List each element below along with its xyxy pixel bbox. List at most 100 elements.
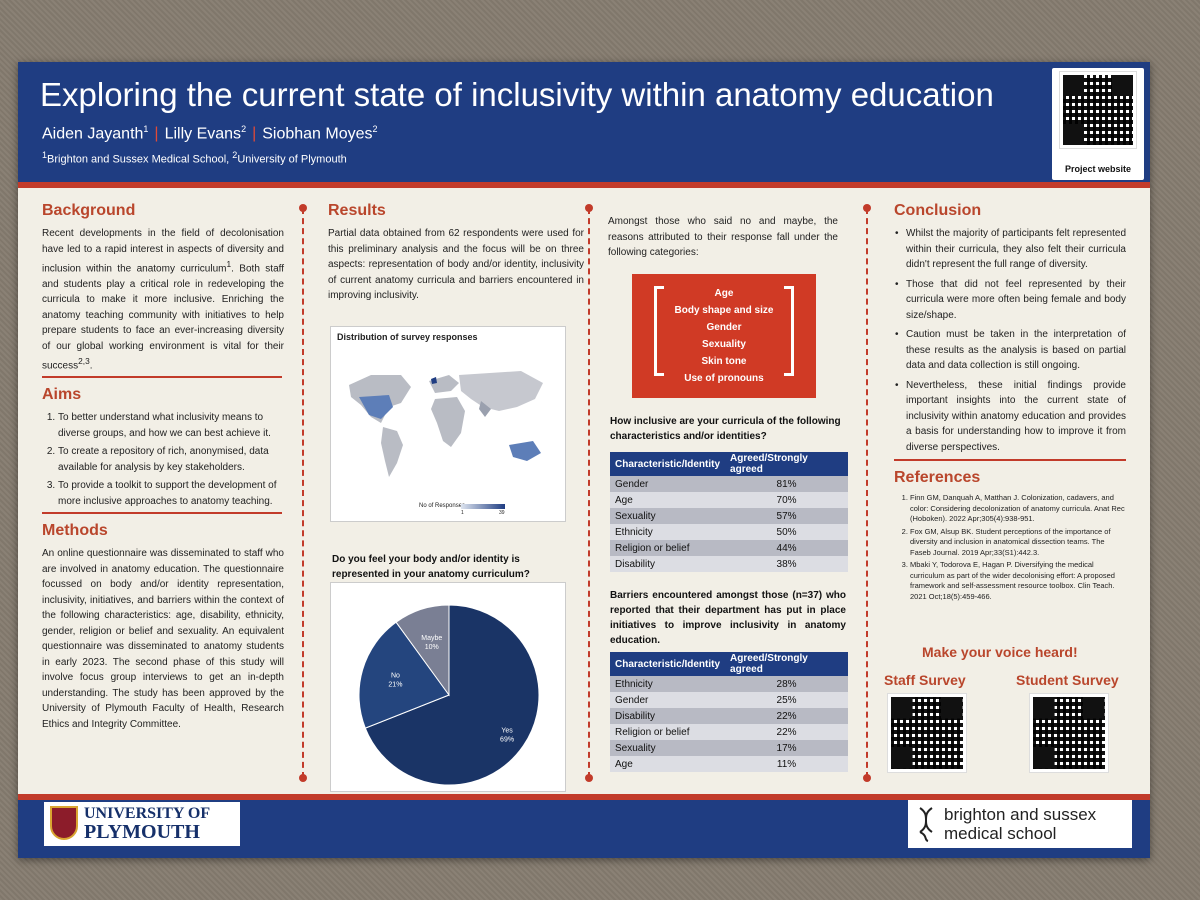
author-separator: | [154, 125, 159, 143]
poster: Exploring the current state of inclusivi… [18, 62, 1150, 858]
pie-slice-maybe [395, 604, 450, 697]
column-1: Background Recent developments in the fi… [42, 202, 284, 732]
category-item: Sexuality [702, 339, 746, 350]
plymouth-line1: UNIVERSITY OF [84, 805, 211, 822]
table-row: Age 11% [610, 756, 848, 772]
section-rule [42, 512, 282, 515]
student-survey-qr-icon[interactable] [1029, 693, 1109, 773]
table-row: Religion or belief 22% [610, 724, 848, 740]
background-heading: Background [42, 202, 136, 219]
map-title: Distribution of survey responses [337, 332, 478, 342]
methods-heading: Methods [42, 522, 108, 540]
background-text-part: . [89, 360, 93, 372]
footer-stripe [18, 794, 1150, 800]
category-item: Body shape and size [674, 305, 774, 316]
affil-number: 1 [42, 150, 48, 160]
reference-item: Finn GM, Danquah A, Matthan J. Colonizat… [910, 493, 1126, 525]
table-row: Age 70% [610, 492, 848, 508]
aim-item: To provide a toolkit to support the deve… [58, 478, 284, 509]
header-stripe [18, 182, 1150, 188]
staff-survey-qr-icon[interactable] [887, 693, 967, 773]
pie-label-category: Yes [501, 727, 513, 734]
aim-item: To better understand what inclusivity me… [58, 410, 284, 441]
table-header: Characteristic/Identity [610, 452, 726, 476]
author-name: Siobhan Moyes [262, 125, 373, 143]
methods-text: An online questionnaire was disseminated… [42, 548, 284, 730]
category-item: Gender [706, 322, 742, 333]
table-cell: Gender [610, 692, 726, 708]
table-header: Agreed/Strongly agreed [725, 452, 848, 476]
plymouth-logo-text: UNIVERSITY OF PLYMOUTH [84, 805, 210, 843]
table2-question: Barriers encountered amongst those (n=37… [610, 590, 846, 646]
background-text-part: Recent developments in the field of deco… [42, 228, 284, 275]
table-cell: Religion or belief [610, 724, 726, 740]
world-map-graphic [349, 371, 543, 477]
pie-label-category: No [391, 672, 400, 679]
plymouth-shield-icon [50, 806, 78, 840]
table-row: Ethnicity 28% [610, 676, 848, 692]
reasons-category-box: Age Body shape and size Gender Sexuality… [632, 274, 816, 398]
results-heading: Results [328, 202, 386, 219]
category-list: Age Body shape and size Gender Sexuality… [632, 285, 816, 387]
pie-question: Do you feel your body and/or identity is… [332, 554, 530, 580]
author-affil-number: 1 [143, 124, 149, 134]
table-cell: 11% [725, 756, 848, 772]
table-cell: 57% [725, 508, 848, 524]
conclusion-item: Nevertheless, these initial findings pro… [895, 378, 1126, 456]
author-name: Lilly Evans [164, 125, 242, 143]
affil-name: Brighton and Sussex Medical School, [47, 153, 233, 166]
column-divider [585, 204, 593, 782]
results-text: Partial data obtained from 62 respondent… [328, 228, 584, 301]
aims-heading: Aims [42, 386, 82, 404]
author-separator: | [252, 125, 257, 143]
poster-header [18, 62, 1150, 184]
table-row: Religion or belief 44% [610, 540, 848, 556]
background-text-part: . Both staff and students play a critica… [42, 263, 285, 372]
qr-code-icon[interactable] [1059, 71, 1137, 149]
table-cell: 22% [725, 724, 848, 740]
pie-slice-yes [364, 604, 540, 786]
map-legend-min: 1 [461, 510, 464, 516]
table-row: Disability 22% [610, 708, 848, 724]
staff-survey-label: Staff Survey [884, 672, 966, 688]
table-row: Gender 81% [610, 476, 848, 492]
bsms-line2: medical school [944, 824, 1057, 843]
table-cell: Age [610, 492, 726, 508]
table-cell: Age [610, 756, 726, 772]
aim-item: To create a repository of rich, anonymis… [58, 444, 284, 475]
table-row: Sexuality 17% [610, 740, 848, 756]
aims-list: To better understand what inclusivity me… [42, 410, 284, 509]
author-affil-number: 2 [372, 124, 378, 134]
category-item: Skin tone [701, 356, 747, 367]
table1-question: How inclusive are your curricula of the … [610, 416, 841, 442]
categories-intro: Amongst those who said no and maybe, the… [608, 216, 838, 258]
author-affil-number: 2 [241, 124, 247, 134]
section-rule [42, 376, 282, 379]
affiliations: 1Brighton and Sussex Medical School, 2Un… [42, 150, 347, 166]
reference-item: Mbaki Y, Todorova E, Hagan P. Diversifyi… [910, 560, 1126, 602]
inclusivity-table: Characteristic/Identity Agreed/Strongly … [610, 452, 848, 572]
category-item: Use of pronouns [684, 373, 764, 384]
plymouth-line2: PLYMOUTH [84, 821, 200, 843]
table-header: Agreed/Strongly agreed [725, 652, 848, 676]
column-3: Amongst those who said no and maybe, the… [608, 214, 838, 261]
bsms-line1: brighton and sussex [944, 805, 1097, 824]
bracket-right-icon [784, 286, 794, 376]
conclusion-item: Whilst the majority of participants felt… [895, 226, 1126, 273]
bsms-logo-text: brighton and sussex medical school [944, 805, 1096, 843]
pie-slice-no [358, 621, 450, 729]
pie-label-category: Maybe [421, 635, 442, 642]
table-header: Characteristic/Identity [610, 652, 726, 676]
author-list: Aiden Jayanth1 | Lilly Evans2 | Siobhan Moye… [42, 124, 378, 143]
university-of-plymouth-logo: UNIVERSITY OF PLYMOUTH [44, 802, 240, 846]
table-cell: 70% [725, 492, 848, 508]
table-cell: Disability [610, 708, 726, 724]
references-list: Finn GM, Danquah A, Matthan J. Colonizat… [894, 493, 1126, 602]
table-cell: 50% [725, 524, 848, 540]
affil-number: 2 [232, 150, 238, 160]
conclusion-heading: Conclusion [894, 202, 982, 219]
table-row: Sexuality 57% [610, 508, 848, 524]
table-row: Disability 38% [610, 556, 848, 572]
conclusion-item: Caution must be taken in the interpretat… [895, 327, 1126, 374]
project-website-qr[interactable]: Project website [1052, 68, 1144, 180]
